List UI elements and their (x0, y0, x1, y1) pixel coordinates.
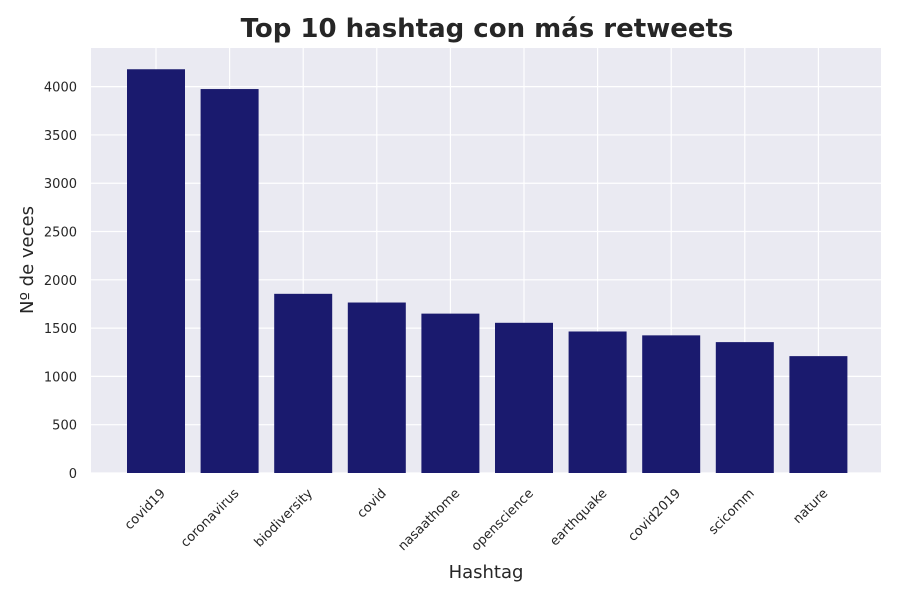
x-tick-label: covid19 (122, 486, 169, 533)
x-tick-label: covid (355, 486, 390, 521)
y-tick-label: 1500 (44, 322, 77, 337)
y-axis-label: Nº de veces (17, 206, 38, 314)
x-tick-label: earthquake (547, 486, 610, 549)
bar-covid19 (127, 69, 185, 473)
x-tick-label: scicomm (706, 486, 758, 538)
bar-biodiversity (274, 293, 333, 473)
y-tick-label: 2500 (44, 226, 77, 241)
x-tick-label: biodiversity (252, 486, 316, 550)
x-tick-label: nasaathome (395, 486, 463, 554)
bar-earthquake (568, 331, 627, 473)
bar-nature (789, 356, 848, 473)
y-tick-label: 3500 (44, 129, 77, 144)
x-tick-label: coronavirus (178, 486, 242, 550)
bar-covid (347, 302, 406, 473)
y-tick-label: 4000 (44, 81, 77, 96)
bar-scicomm (715, 342, 774, 473)
y-axis-ticks: 0 500 1000 1500 2000 2500 3000 3500 4000 (44, 81, 77, 482)
bars (127, 69, 848, 473)
y-tick-label: 2000 (44, 274, 77, 289)
chart-title: Top 10 hashtag con más retweets (241, 14, 734, 44)
x-axis-ticks: covid19 coronavirus biodiversity covid nasaa… (122, 486, 831, 554)
y-tick-label: 1000 (44, 370, 77, 385)
y-tick-label: 500 (52, 419, 77, 434)
y-tick-label: 0 (69, 467, 77, 482)
x-axis-label: Hashtag (449, 562, 524, 583)
bar-nasaathome (421, 313, 480, 473)
bar-covid2019 (642, 335, 701, 473)
y-tick-label: 3000 (44, 177, 77, 192)
bar-coronavirus (200, 89, 259, 473)
x-tick-label: nature (790, 486, 831, 527)
x-tick-label: covid2019 (626, 486, 685, 545)
bar-openscience (495, 322, 553, 473)
x-tick-label: openscience (469, 486, 537, 554)
